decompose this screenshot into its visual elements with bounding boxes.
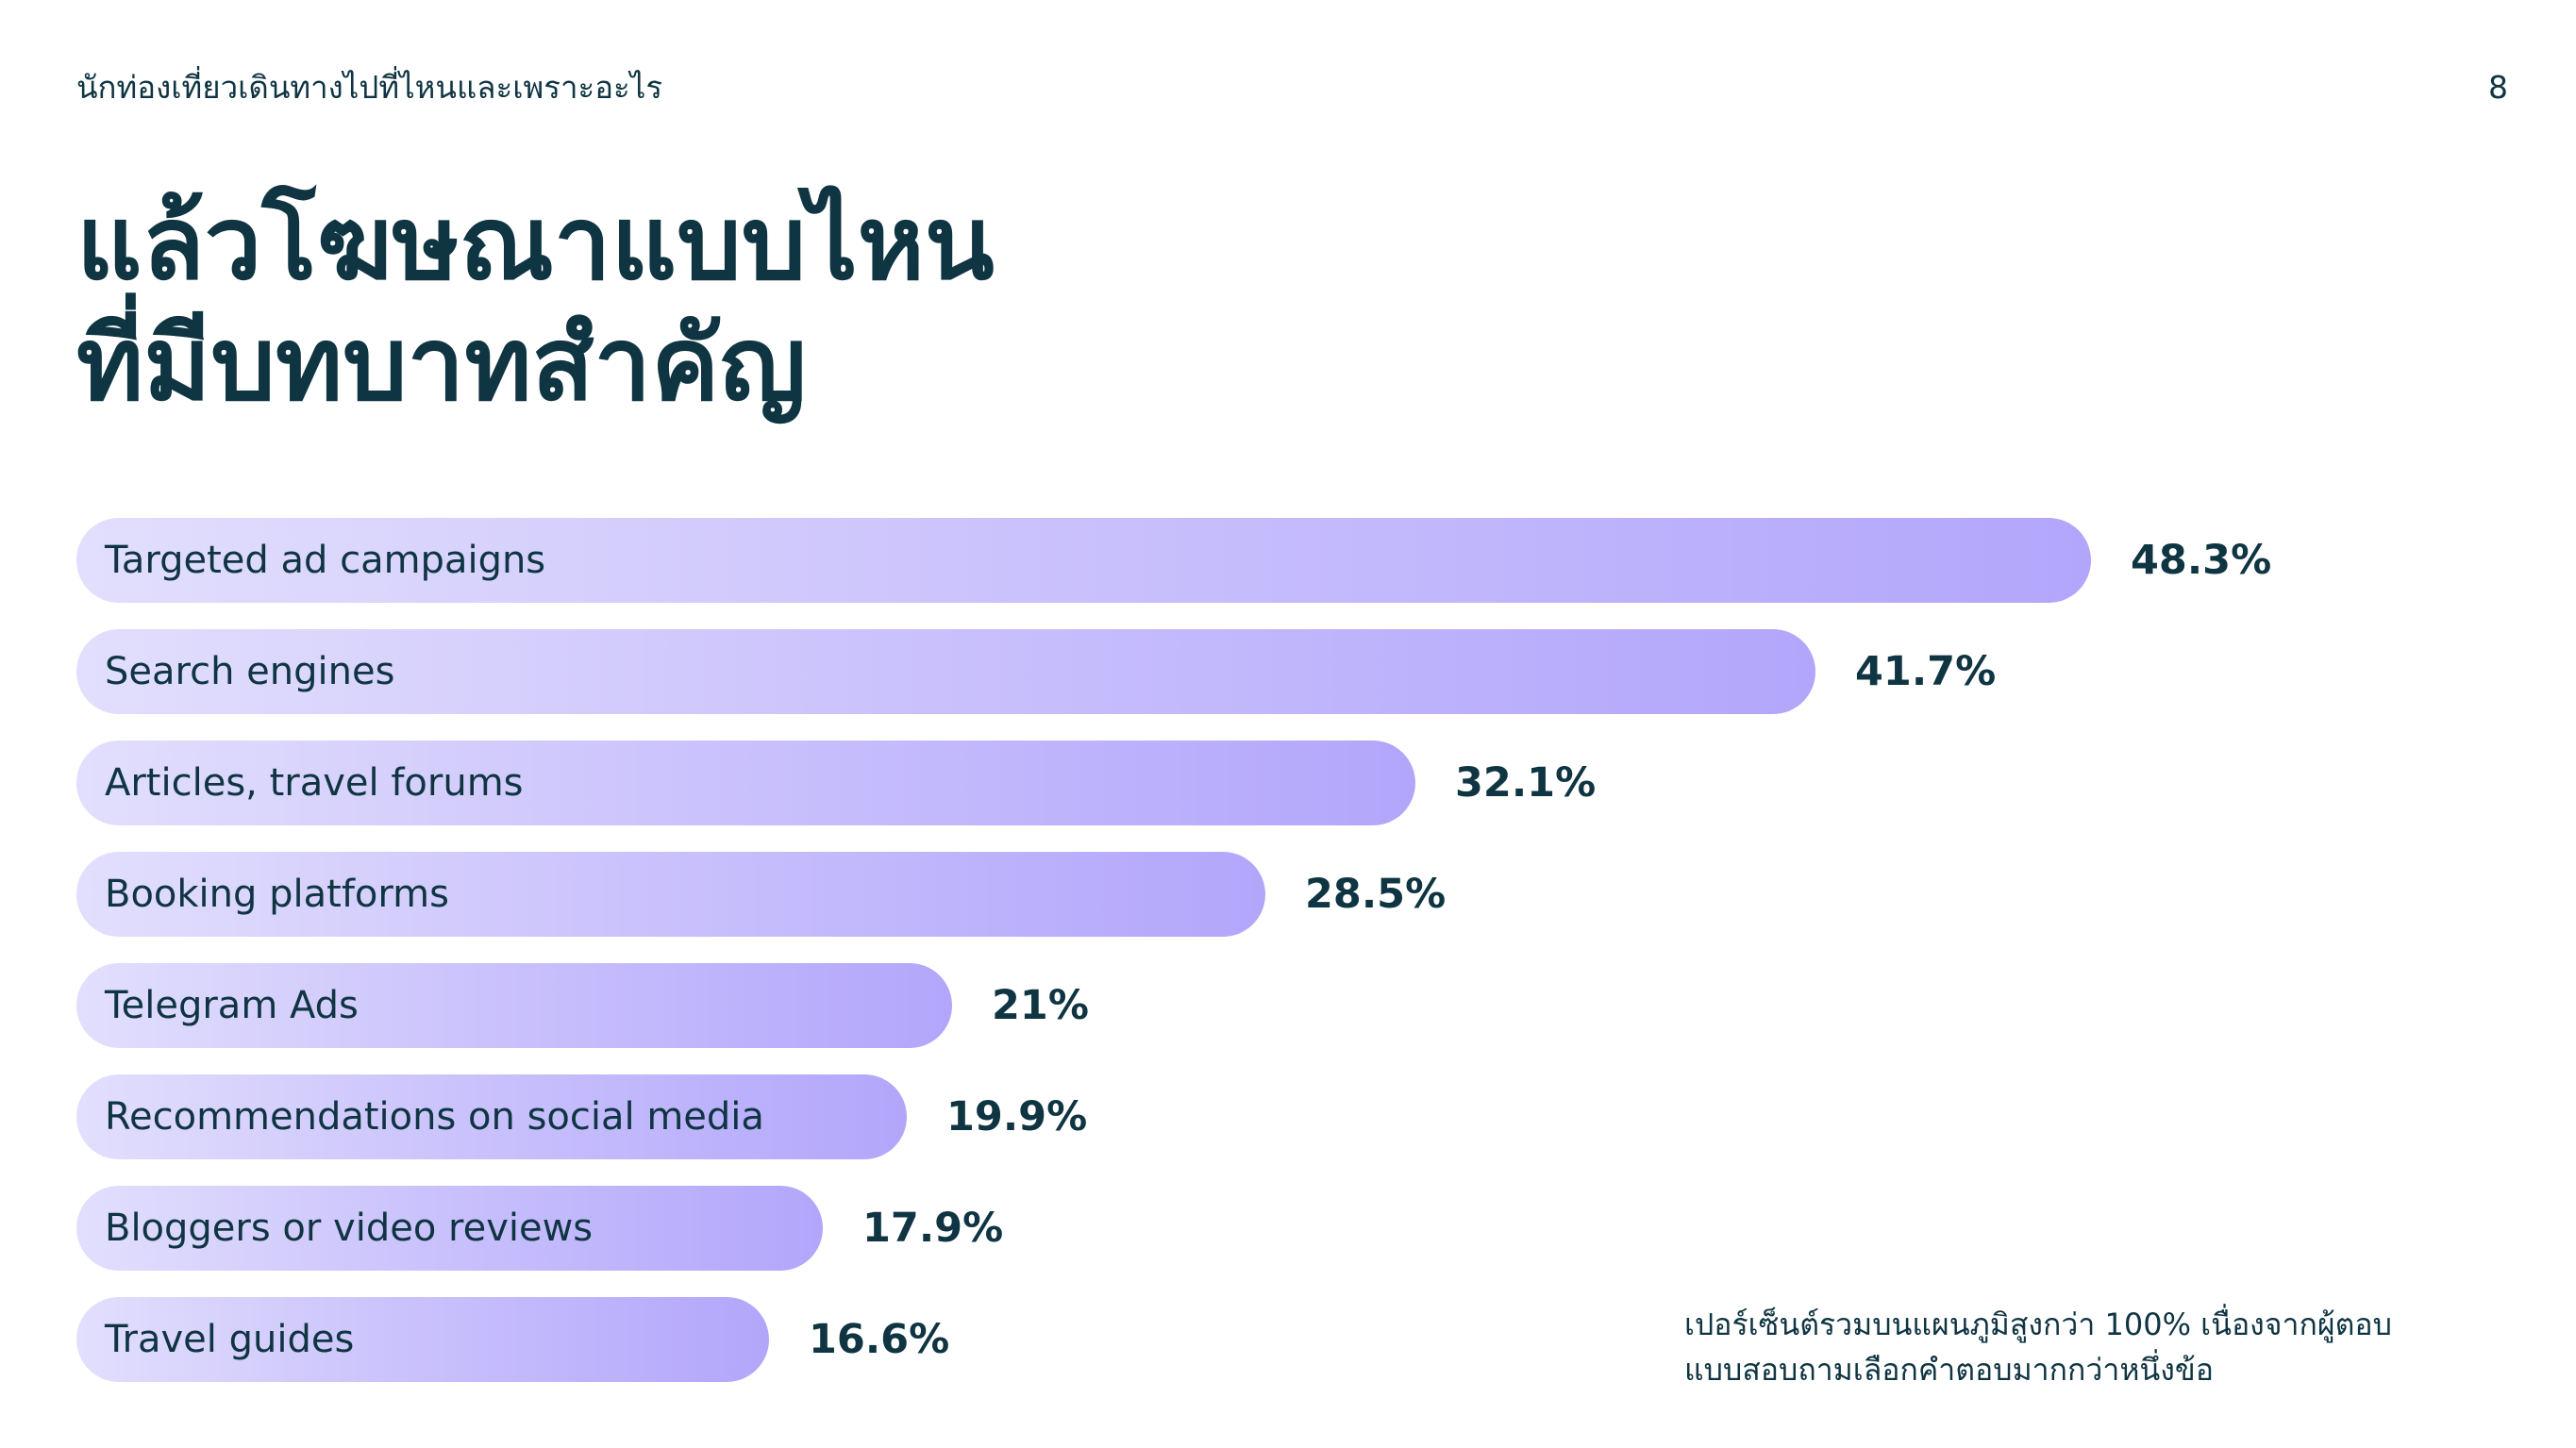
bar-value-label: 16.6% xyxy=(809,1316,950,1363)
bar xyxy=(76,741,1415,825)
bar-value-label: 32.1% xyxy=(1455,759,1597,807)
slide-title-line-1: แล้วโฆษณาแบบไหน xyxy=(76,185,995,303)
slide-title-line-2: ที่มีบทบาทสำคัญ xyxy=(76,306,807,424)
bar-value-label: 48.3% xyxy=(2131,537,2272,584)
bar-value-label: 21% xyxy=(992,982,1089,1029)
bar-category-label: Recommendations on social media xyxy=(105,1095,764,1139)
bar-value-label: 17.9% xyxy=(862,1205,1004,1252)
bar-category-label: Articles, travel forums xyxy=(105,761,524,805)
bar-category-label: Booking platforms xyxy=(105,873,449,916)
bar xyxy=(76,1297,769,1382)
bar xyxy=(76,1186,823,1271)
slide-subtitle: นักท่องเที่ยวเดินทางไปที่ไหนและเพราะอะไร xyxy=(76,69,663,106)
bar-category-label: Travel guides xyxy=(105,1318,355,1361)
bar-category-label: Telegram Ads xyxy=(105,984,359,1027)
bar xyxy=(76,629,1815,714)
bar xyxy=(76,518,2091,603)
footnote-line-2: แบบสอบถามเลือกคำตอบมากกว่าหนึ่งข้อ xyxy=(1684,1352,2215,1388)
bar xyxy=(76,963,952,1048)
bar-category-label: Bloggers or video reviews xyxy=(105,1207,594,1250)
bar-category-label: Targeted ad campaigns xyxy=(105,539,546,582)
footnote-line-1: เปอร์เซ็นต์รวมบนแผนภูมิสูงกว่า 100% เนื่… xyxy=(1684,1307,2392,1342)
bar-value-label: 19.9% xyxy=(946,1093,1088,1140)
bar-value-label: 41.7% xyxy=(1855,648,1997,695)
page-number: 8 xyxy=(2488,69,2508,106)
bar-category-label: Search engines xyxy=(105,650,395,693)
slide-title: แล้วโฆษณาแบบไหน ที่มีบทบาทสำคัญ xyxy=(76,184,1397,425)
bar xyxy=(76,1074,907,1159)
bar-value-label: 28.5% xyxy=(1305,871,1447,918)
footnote: เปอร์เซ็นต์รวมบนแผนภูมิสูงกว่า 100% เนื่… xyxy=(1684,1302,2496,1392)
bar xyxy=(76,852,1265,937)
